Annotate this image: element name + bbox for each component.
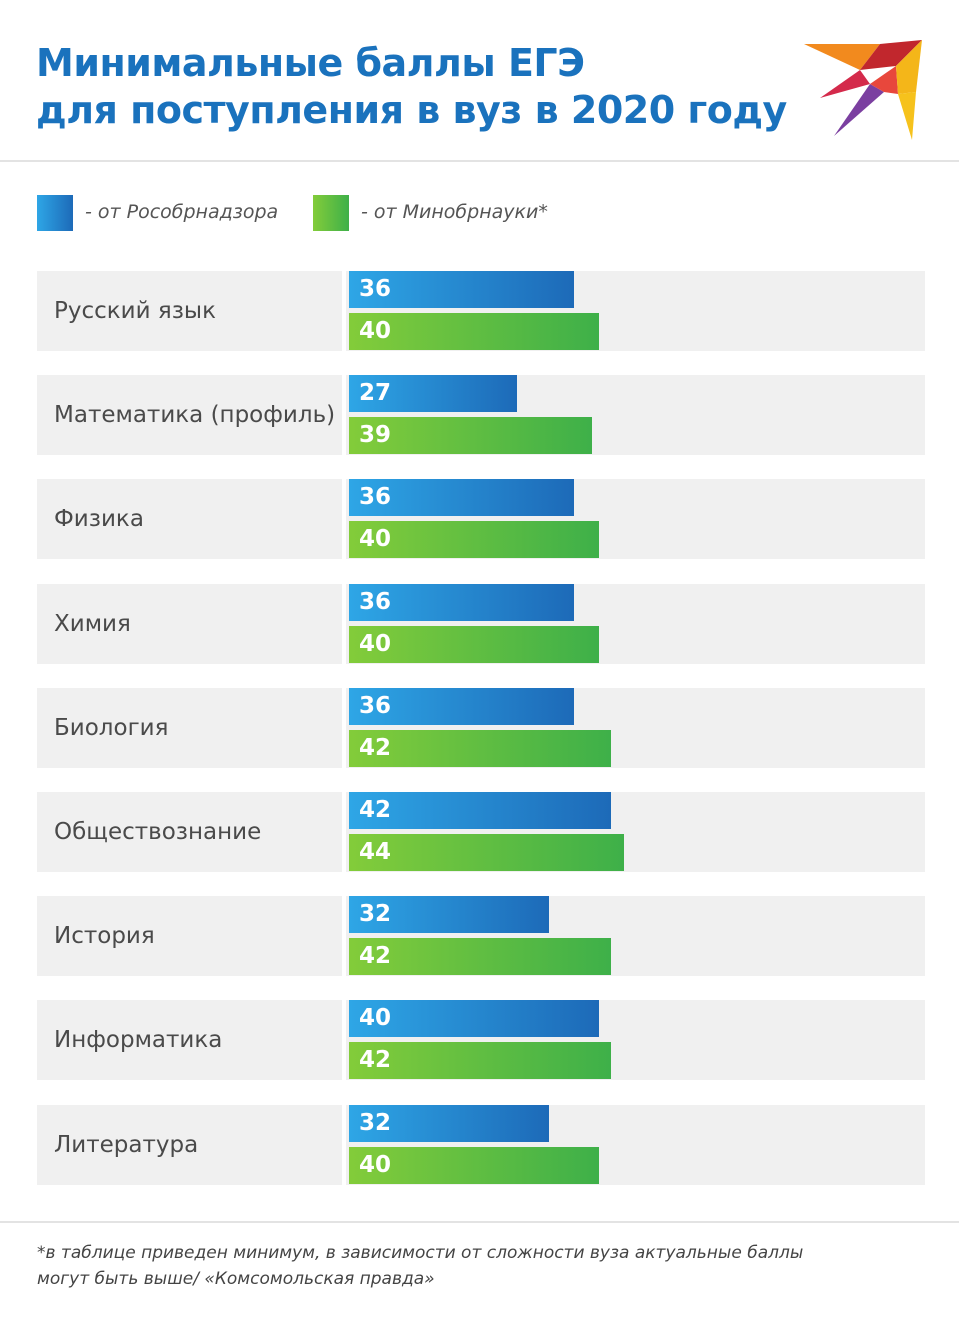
bar-minobrnauki: 40 xyxy=(349,1147,599,1184)
bar-rosobrnadzor: 40 xyxy=(349,1000,599,1037)
title-line-1: Минимальные баллы ЕГЭ xyxy=(36,41,585,85)
chart-row: Обществознание 42 44 xyxy=(37,792,925,872)
row-label-background xyxy=(37,792,342,872)
bar-rosobrnadzor: 32 xyxy=(349,896,549,933)
bar-rosobrnadzor: 36 xyxy=(349,688,574,725)
title-line-2: для поступления в вуз в 2020 году xyxy=(36,88,787,132)
bar-minobrnauki: 40 xyxy=(349,313,599,350)
chart-row: История 32 42 xyxy=(37,896,925,976)
category-label: Русский язык xyxy=(54,298,216,324)
row-label-background xyxy=(37,896,342,976)
page-title: Минимальные баллы ЕГЭ для поступления в … xyxy=(36,40,787,134)
bar-value-label: 40 xyxy=(359,526,392,552)
bar-minobrnauki: 44 xyxy=(349,834,624,871)
legend-label: - от Минобрнауки* xyxy=(361,201,548,223)
row-label-background xyxy=(37,1105,342,1185)
legend-label: - от Рособрнадзора xyxy=(85,201,279,223)
row-label-background xyxy=(37,271,342,351)
bar-value-label: 32 xyxy=(359,901,392,927)
bar-rosobrnadzor: 36 xyxy=(349,584,574,621)
row-label-background xyxy=(37,688,342,768)
bar-rosobrnadzor: 27 xyxy=(349,375,517,412)
legend-swatch-blue xyxy=(37,195,73,231)
chart-row: Литература 32 40 xyxy=(37,1105,925,1185)
bar-value-label: 32 xyxy=(359,1110,392,1136)
bar-rosobrnadzor: 42 xyxy=(349,792,611,829)
bar-value-label: 36 xyxy=(359,589,392,615)
bar-minobrnauki: 42 xyxy=(349,730,611,767)
footnote: *в таблице приведен минимум, в зависимос… xyxy=(37,1240,803,1292)
chart-row: Русский язык 36 40 xyxy=(37,271,925,351)
bar-value-label: 44 xyxy=(359,839,392,865)
category-label: Физика xyxy=(54,506,144,532)
category-label: Обществознание xyxy=(54,819,262,845)
category-label: Информатика xyxy=(54,1027,223,1053)
bar-value-label: 40 xyxy=(359,1005,392,1031)
footnote-line-1: *в таблице приведен минимум, в зависимос… xyxy=(37,1243,804,1263)
row-label-background xyxy=(37,1000,342,1080)
bar-minobrnauki: 40 xyxy=(349,521,599,558)
bar-minobrnauki: 42 xyxy=(349,1042,611,1079)
category-label: История xyxy=(54,923,155,949)
footnote-line-2: могут быть выше/ «Комсомольская правда» xyxy=(37,1269,435,1289)
row-label-background xyxy=(37,479,342,559)
bar-value-label: 42 xyxy=(359,943,392,969)
chart-row: Физика 36 40 xyxy=(37,479,925,559)
legend-swatch-green xyxy=(313,195,349,231)
row-label-background xyxy=(37,584,342,664)
bar-value-label: 36 xyxy=(359,693,392,719)
chart-row: Химия 36 40 xyxy=(37,584,925,664)
bar-value-label: 27 xyxy=(359,380,392,406)
bar-value-label: 36 xyxy=(359,276,392,302)
bar-value-label: 40 xyxy=(359,1152,392,1178)
category-label: Биология xyxy=(54,715,169,741)
chart-row: Информатика 40 42 xyxy=(37,1000,925,1080)
bar-minobrnauki: 39 xyxy=(349,417,592,454)
category-label: Математика (профиль) xyxy=(54,402,336,428)
bar-value-label: 40 xyxy=(359,318,392,344)
footer-divider xyxy=(0,1221,959,1223)
bar-value-label: 42 xyxy=(359,797,392,823)
bar-rosobrnadzor: 36 xyxy=(349,479,574,516)
bar-value-label: 42 xyxy=(359,735,392,761)
chart-row: Математика (профиль) 27 39 xyxy=(37,375,925,455)
bar-rosobrnadzor: 32 xyxy=(349,1105,549,1142)
bar-value-label: 40 xyxy=(359,631,392,657)
bar-rosobrnadzor: 36 xyxy=(349,271,574,308)
bar-value-label: 39 xyxy=(359,422,392,448)
swallow-bird-logo xyxy=(804,40,922,140)
bar-minobrnauki: 42 xyxy=(349,938,611,975)
bar-value-label: 42 xyxy=(359,1047,392,1073)
category-label: Химия xyxy=(54,611,131,637)
header-divider xyxy=(0,160,959,162)
category-label: Литература xyxy=(54,1132,199,1158)
bar-value-label: 36 xyxy=(359,484,392,510)
row-label-background xyxy=(37,375,342,455)
chart-row: Биология 36 42 xyxy=(37,688,925,768)
bar-minobrnauki: 40 xyxy=(349,626,599,663)
